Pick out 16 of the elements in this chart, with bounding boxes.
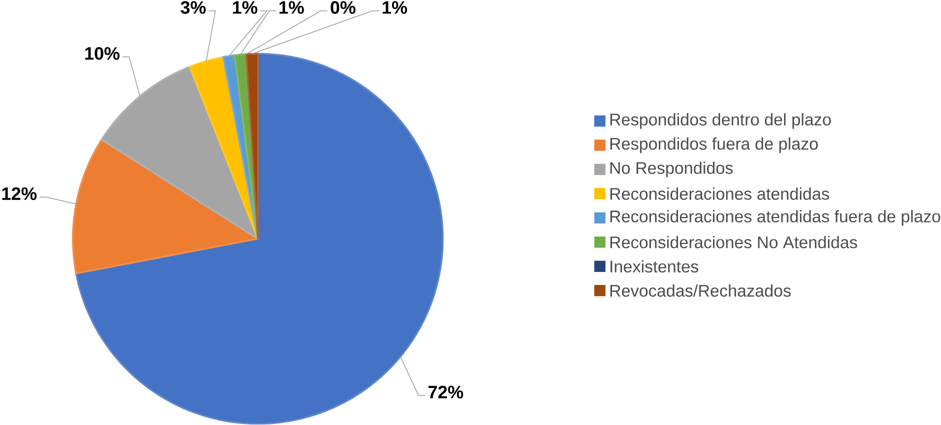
data-label: 1% [280,1,304,14]
legend-label: Reconsideraciones atendidas fuera de plazo [610,210,940,226]
data-label: 1% [382,1,408,14]
legend-label: Revocadas/Rechazados [610,284,791,297]
legend-label: Respondidos fuera de plazo [610,138,818,154]
data-label: 3% [180,1,206,14]
legend-label: Inexistentes [610,260,698,273]
legend-label: No Respondidos [610,162,733,178]
data-label: 72% [428,386,464,399]
text: 0% [330,1,356,14]
legend-label: Reconsideraciones atendidas [610,188,830,200]
data-label: 10% [85,47,120,60]
legend-label: Respondidos dentro del plazo [610,113,831,130]
legend-label: Reconsideraciones No Atendidas [610,236,858,248]
data-label: 12% [2,188,37,200]
data-label: 1% [232,1,258,14]
